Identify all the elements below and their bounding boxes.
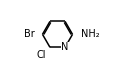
Text: Br: Br <box>24 29 34 39</box>
Text: Cl: Cl <box>36 50 45 60</box>
Text: N: N <box>61 42 68 52</box>
Text: NH₂: NH₂ <box>80 29 99 39</box>
